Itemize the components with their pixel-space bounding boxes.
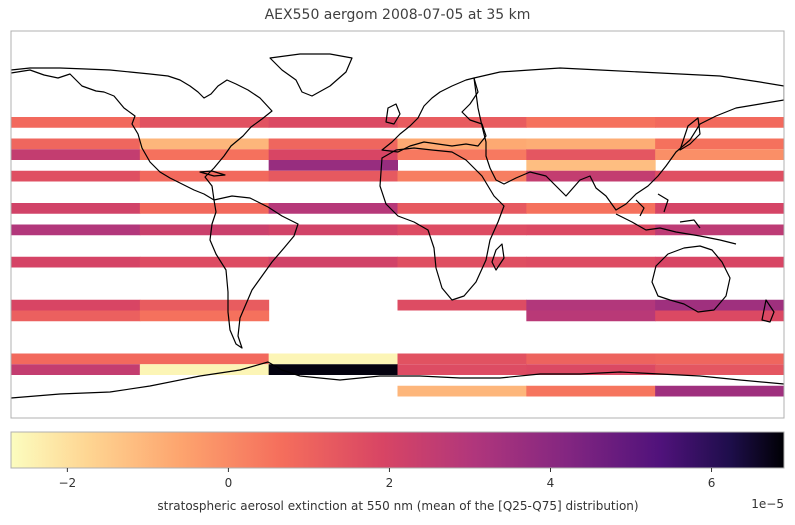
heatmap-cell [397, 117, 527, 128]
coastline-new-zealand [761, 299, 775, 323]
colorbar-ticks: −2 0 2 4 6 [59, 468, 716, 490]
heatmap-cell [397, 149, 527, 160]
heatmap-cell [397, 224, 527, 236]
colorbar-label: stratospheric aerosol extinction at 550 … [157, 499, 638, 513]
heatmap-cell [11, 117, 141, 128]
heatmap-cell [139, 203, 270, 214]
map-frame [10, 30, 785, 419]
heatmap-cell [268, 160, 398, 171]
coastline-british-isles [385, 103, 401, 125]
heatmap-cell [268, 364, 398, 375]
heatmap-cell [655, 138, 784, 150]
coastline-australia [651, 245, 731, 313]
heatmap-cell [268, 256, 398, 268]
coastlines [11, 53, 784, 399]
heatmap-cell [526, 299, 656, 311]
coastline-europe [381, 77, 487, 153]
heatmap-cell [655, 117, 784, 128]
heatmap-cell [268, 149, 398, 160]
heatmap-cell [11, 138, 141, 150]
heatmap-cell [11, 203, 141, 214]
heatmap-cell [655, 170, 784, 182]
heatmap-cell [526, 149, 656, 160]
heatmap-cell [139, 310, 270, 322]
coastline-antarctica [11, 361, 784, 399]
heatmap-cell [526, 385, 656, 397]
heatmap-cell [268, 353, 398, 365]
heatmap-cell [139, 149, 270, 160]
heatmap-cell [139, 138, 270, 150]
coastline-south-america [209, 195, 299, 349]
heatmap-cell [526, 138, 656, 150]
colorbar-tick-label: 0 [225, 476, 233, 490]
coastline-japan [679, 117, 701, 151]
colorbar-tick-label: 2 [386, 476, 394, 490]
coastline-asia [473, 67, 784, 211]
heatmap-cell [11, 364, 141, 375]
heatmap-cells [11, 117, 784, 397]
chart-title: AEX550 aergom 2008-07-05 at 35 km [264, 7, 531, 23]
heatmap-cell [139, 299, 270, 311]
heatmap-cell [139, 117, 270, 128]
heatmap-cell [397, 385, 527, 397]
heatmap-cell [655, 224, 784, 236]
heatmap-cell [655, 149, 784, 160]
heatmap-cell [268, 224, 398, 236]
heatmap-cell [397, 256, 527, 268]
heatmap-cell [397, 170, 527, 182]
heatmap-cell [139, 224, 270, 236]
heatmap-cell [526, 364, 656, 375]
heatmap-cell [526, 224, 656, 236]
heatmap-cell [655, 310, 784, 322]
heatmap-cell [655, 353, 784, 365]
heatmap-cell [268, 170, 398, 182]
heatmap-cell [139, 256, 270, 268]
heatmap-cell [655, 299, 784, 311]
colorbar-tick-label: 4 [547, 476, 555, 490]
coastline-madagascar [491, 243, 505, 271]
heatmap-cell [268, 117, 398, 128]
heatmap-cell [11, 310, 141, 322]
heatmap-cell [139, 353, 270, 365]
heatmap-cell [139, 170, 270, 182]
heatmap-cell [526, 203, 656, 214]
heatmap-cell [526, 310, 656, 322]
heatmap-cell [397, 138, 527, 150]
heatmap-cell [526, 117, 656, 128]
heatmap-cell [397, 353, 527, 365]
colorbar [10, 431, 785, 469]
heatmap-cell [11, 224, 141, 236]
heatmap-cell [526, 170, 656, 182]
heatmap-cell [268, 138, 398, 150]
heatmap-cell [397, 299, 527, 311]
coastline-greenland [269, 53, 353, 97]
heatmap-cell [139, 364, 270, 375]
coastline-africa [379, 147, 505, 301]
heatmap-cell [11, 353, 141, 365]
heatmap-cell [11, 149, 141, 160]
colorbar-tick-label: −2 [59, 476, 77, 490]
heatmap-cell [526, 160, 656, 171]
heatmap-cell [11, 256, 141, 268]
heatmap-cell [526, 256, 656, 268]
heatmap-cell [11, 299, 141, 311]
coastline-caribbean [199, 170, 226, 177]
heatmap-cell [397, 203, 527, 214]
heatmap-cell [526, 353, 656, 365]
heatmap-cell [655, 385, 784, 397]
heatmap-cell [655, 203, 784, 214]
colorbar-tick-label: 6 [708, 476, 716, 490]
heatmap-cell [268, 203, 398, 214]
heatmap-cell [11, 170, 141, 182]
heatmap-cell [655, 364, 784, 375]
coastline-north-america [11, 67, 273, 201]
heatmap-cell [655, 256, 784, 268]
coastline-maritime-asia [615, 193, 737, 245]
heatmap-cell [397, 364, 527, 375]
colorbar-multiplier: 1e−5 [751, 497, 784, 511]
